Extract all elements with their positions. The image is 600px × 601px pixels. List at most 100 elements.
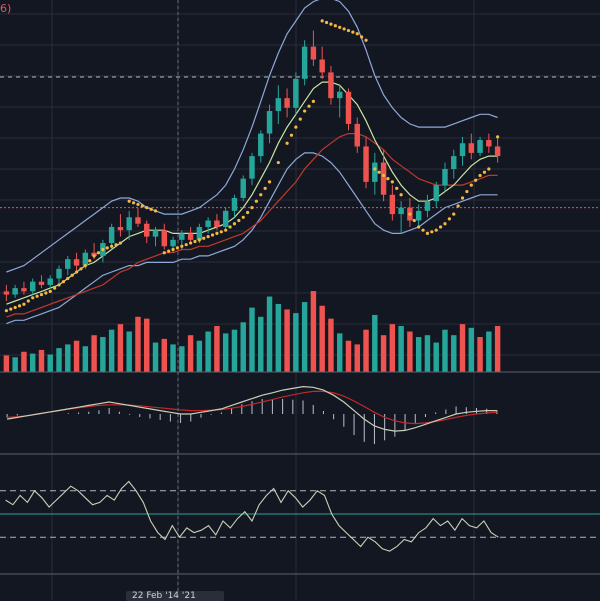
sar-dot [381,173,386,178]
candle-body [451,156,457,169]
sar-dot [35,294,39,298]
volume-bar [345,340,352,372]
sar-dot [162,251,166,255]
candle-body [126,217,132,231]
sar-dot [149,207,153,211]
sar-dot [101,247,105,252]
sar-dot [127,199,131,203]
sar-dot [469,183,473,187]
bollinger-lower-line [6,152,498,325]
volume-bar [284,309,290,372]
volume-bar [486,331,492,372]
sar-dot [17,304,22,308]
sar-dot [320,19,324,23]
candle-body [179,233,185,240]
volume-bar [301,302,308,372]
sar-dot [224,228,228,232]
volume-bar [108,329,115,372]
volume-bar [205,331,211,372]
sar-dot [88,259,92,263]
volume-bar [91,335,97,372]
candle-body [144,223,150,237]
sar-dot [206,235,210,239]
candle-body [486,140,492,147]
sar-dot [425,231,430,235]
sar-dot [460,196,465,200]
candle-body [196,226,203,240]
candle-body [310,46,317,60]
volume-bar [29,353,36,372]
candle-body [21,288,27,292]
sar-dot [456,204,460,208]
candle-body [73,259,80,266]
volume-bar [328,318,334,372]
sar-dot [395,186,399,190]
sar-dot [167,249,171,253]
sar-dot [246,210,250,215]
candle-body [380,162,387,195]
candle-body [187,233,194,240]
sar-dot [285,141,289,145]
volume-bar [477,337,483,372]
chart-title-fragment: 6) [0,2,12,15]
sar-dot [110,244,114,248]
volume-bar [73,340,80,372]
candle-body [29,281,36,292]
candle-body [231,197,238,211]
candle-body [117,226,124,231]
sar-dot [39,292,44,297]
sar-dot [311,99,316,103]
crosshair-date-label: 22 Feb '14 '21 [132,591,196,601]
candle-body [135,217,141,224]
sar-dot [61,280,66,284]
sar-dot [364,38,368,42]
panel-separators [0,371,600,575]
candle-body [319,59,325,73]
sar-dot [399,193,403,197]
sar-dot [180,244,184,248]
sar-dot [96,251,101,255]
sar-dot [9,307,13,311]
volume-bar [65,344,71,372]
sar-dot [219,230,223,234]
volume-bar [152,342,159,372]
sar-dot [294,125,298,129]
sar-dot [355,32,359,36]
sar-dot [175,246,180,250]
volume-bar [451,335,457,372]
oscillator-panel [0,480,600,552]
sar-dot [373,167,377,171]
candle-body [214,220,220,227]
candle-body [459,143,466,157]
candle-body [47,278,53,285]
sar-dot [22,302,26,306]
sar-dot [114,243,118,247]
sar-dot [4,309,8,313]
volume-bar [161,338,167,372]
sar-dot [421,228,425,232]
parabolic-sar [4,19,500,313]
sar-dot [482,170,487,174]
sar-dot [478,173,482,178]
sar-dot [412,218,416,223]
sar-dot [377,170,381,174]
volume-bar [258,316,264,372]
sar-dot [342,27,346,31]
volume-bar [179,346,185,372]
macd-signal-line [7,390,497,425]
volume-bar [144,318,150,372]
sar-dot [360,35,364,39]
sar-dot [386,177,390,181]
candle-body [293,78,299,108]
ma-slow-line [6,133,498,318]
sar-dot [324,20,329,25]
oscillator-line [5,480,499,552]
sar-dot [307,104,311,108]
sar-dot [92,254,96,258]
sar-dot [31,296,35,300]
sar-dot [57,283,61,287]
volume-bar [38,349,45,372]
